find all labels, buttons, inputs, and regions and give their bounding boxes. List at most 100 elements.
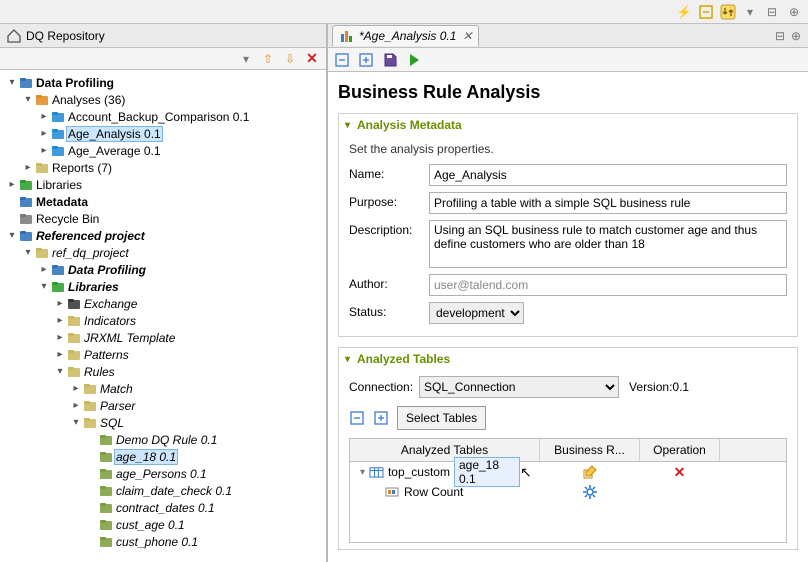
twisty-icon[interactable]: ▸	[38, 264, 50, 275]
edit-rule-icon[interactable]	[582, 464, 598, 480]
table-row[interactable]: ▾ top_custom age_18 0.1	[350, 462, 786, 482]
grid-expand-icon[interactable]	[373, 410, 389, 426]
twisty-icon[interactable]: ▸	[70, 400, 82, 411]
twisty-icon[interactable]: ▸	[38, 145, 50, 156]
node-icon	[18, 211, 34, 227]
filter-icon[interactable]: ▾	[238, 51, 254, 67]
name-input[interactable]	[429, 164, 787, 186]
status-select[interactable]: development	[429, 302, 524, 324]
expand-icon[interactable]: ⊕	[786, 4, 802, 20]
tree-node[interactable]: ▸Age_Average 0.1	[0, 142, 326, 159]
tree-node[interactable]: ▸Exchange	[0, 295, 326, 312]
swap-icon[interactable]	[720, 4, 736, 20]
analyzed-tables-grid: Analyzed Tables Business R... Operation …	[349, 438, 787, 543]
repository-toolbar: ▾ ⇧ ⇩ ✕	[0, 48, 326, 70]
analysis-icon	[339, 28, 355, 44]
save-icon[interactable]	[382, 52, 398, 68]
tree-node[interactable]: ▸ Libraries	[0, 176, 326, 193]
node-label: Recycle Bin	[34, 212, 101, 226]
sort-up-icon[interactable]: ⇧	[260, 51, 276, 67]
tree-node[interactable]: age_Persons 0.1	[0, 465, 326, 482]
delete-icon[interactable]: ✕	[304, 51, 320, 67]
tree-node[interactable]: ▾Rules	[0, 363, 326, 380]
tree-node[interactable]: ▸Match	[0, 380, 326, 397]
tree-node[interactable]: Metadata	[0, 193, 326, 210]
description-input[interactable]	[429, 220, 787, 268]
twisty-icon[interactable]: ▸	[38, 128, 50, 139]
tree-node[interactable]: ▸ JRXML Template	[0, 329, 326, 346]
tree-node[interactable]: contract_dates 0.1	[0, 499, 326, 516]
gear-icon[interactable]	[582, 484, 598, 500]
remove-icon[interactable]: ✕	[672, 464, 688, 480]
node-icon	[82, 381, 98, 397]
repository-title: DQ Repository	[26, 29, 320, 43]
node-icon	[18, 228, 34, 244]
tree-node[interactable]: ▾Analyses (36)	[0, 91, 326, 108]
twisty-icon[interactable]: ▾	[54, 366, 66, 377]
lightning-icon[interactable]: ⚡	[676, 4, 692, 20]
node-icon	[66, 313, 82, 329]
node-label: JRXML Template	[82, 331, 177, 345]
node-icon	[50, 126, 66, 142]
node-icon	[34, 92, 50, 108]
tree-node[interactable]: claim_date_check 0.1	[0, 482, 326, 499]
node-label: Libraries	[34, 178, 84, 192]
tree-node[interactable]: Demo DQ Rule 0.1	[0, 431, 326, 448]
run-icon[interactable]	[406, 52, 422, 68]
tree-node[interactable]: age_18 0.1	[0, 448, 326, 465]
grid-collapse-icon[interactable]	[349, 410, 365, 426]
twisty-icon[interactable]: ▸	[54, 332, 66, 343]
tree-node[interactable]: ▾ref_dq_project	[0, 244, 326, 261]
tab-close-icon[interactable]: ✕	[462, 29, 472, 43]
tree-node[interactable]: ▾SQL	[0, 414, 326, 431]
repository-tree[interactable]: ▾Data Profiling▾Analyses (36) ▸ Account_Ba…	[0, 70, 326, 562]
tree-node[interactable]: ▸ Account_Backup_Comparison 0.1	[0, 108, 326, 125]
twisty-icon[interactable]: ▾	[6, 77, 18, 88]
node-icon	[98, 466, 114, 482]
tree-node[interactable]: cust_age 0.1	[0, 516, 326, 533]
sort-down-icon[interactable]: ⇩	[282, 51, 298, 67]
table-row[interactable]: Row Count	[350, 482, 786, 502]
tree-node[interactable]: ▾Libraries	[0, 278, 326, 295]
twisty-icon[interactable]: ▸	[54, 298, 66, 309]
col-business-rule: Business R...	[540, 439, 640, 461]
dropdown-icon[interactable]: ▾	[742, 4, 758, 20]
row-table-name: top_custom	[388, 465, 450, 479]
tree-node[interactable]: ▸Parser	[0, 397, 326, 414]
tree-node[interactable]: ▸Reports (7)	[0, 159, 326, 176]
twisty-icon[interactable]: ▾	[22, 94, 34, 105]
twisty-icon[interactable]: ▾	[22, 247, 34, 258]
tree-node[interactable]: ▾Referenced project	[0, 227, 326, 244]
node-label: Account_Backup_Comparison 0.1	[66, 110, 251, 124]
editor-tab[interactable]: *Age_Analysis 0.1 ✕	[332, 25, 479, 46]
purpose-input[interactable]	[429, 192, 787, 214]
twisty-icon[interactable]: ▸	[6, 179, 18, 190]
twisty-icon[interactable]: ▾	[6, 230, 18, 241]
twisty-icon[interactable]: ▸	[54, 315, 66, 326]
tree-node[interactable]: ▸Age_Analysis 0.1	[0, 125, 326, 142]
node-icon	[66, 347, 82, 363]
tree-node[interactable]: ▾Data Profiling	[0, 74, 326, 91]
twisty-icon[interactable]: ▸	[70, 383, 82, 394]
section-metadata-header[interactable]: ▾ Analysis Metadata	[339, 114, 797, 136]
connection-select[interactable]: SQL_Connection	[419, 376, 619, 398]
twisty-icon[interactable]: ▸	[22, 162, 34, 173]
collapse-icon[interactable]	[698, 4, 714, 20]
tree-node[interactable]: ▸Data Profiling	[0, 261, 326, 278]
twisty-icon[interactable]: ▸	[54, 349, 66, 360]
minimize-icon[interactable]: ⊟	[764, 4, 780, 20]
tree-node[interactable]: ▸Patterns	[0, 346, 326, 363]
select-tables-button[interactable]: Select Tables	[397, 406, 486, 430]
twisty-icon[interactable]: ▸	[38, 111, 50, 122]
collapse-all-icon[interactable]	[334, 52, 350, 68]
tree-node[interactable]: cust_phone 0.1	[0, 533, 326, 550]
tree-node[interactable]: Recycle Bin	[0, 210, 326, 227]
twisty-icon[interactable]: ▾	[70, 417, 82, 428]
twisty-icon[interactable]: ▾	[38, 281, 50, 292]
minimize-editor-icon[interactable]: ⊟	[772, 28, 788, 44]
section-tables-header[interactable]: ▾ Analyzed Tables	[339, 348, 797, 370]
node-label: contract_dates 0.1	[114, 501, 217, 515]
expand-all-icon[interactable]	[358, 52, 374, 68]
tree-node[interactable]: ▸Indicators	[0, 312, 326, 329]
maximize-editor-icon[interactable]: ⊕	[788, 28, 804, 44]
